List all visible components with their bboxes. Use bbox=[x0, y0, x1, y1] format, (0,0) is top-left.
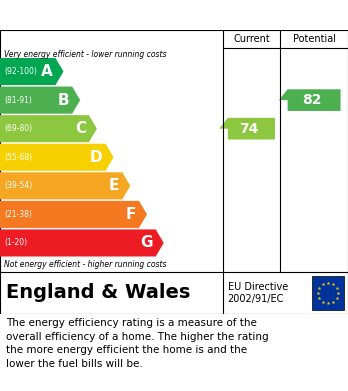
Text: Very energy efficient - lower running costs: Very energy efficient - lower running co… bbox=[4, 50, 166, 59]
Text: England & Wales: England & Wales bbox=[6, 283, 190, 303]
Text: G: G bbox=[140, 235, 153, 251]
Bar bbox=[312, 276, 344, 310]
Text: A: A bbox=[41, 64, 53, 79]
Text: Potential: Potential bbox=[293, 34, 335, 44]
Text: The energy efficiency rating is a measure of the
overall efficiency of a home. T: The energy efficiency rating is a measur… bbox=[6, 318, 269, 369]
Polygon shape bbox=[0, 201, 147, 228]
Polygon shape bbox=[219, 118, 275, 140]
Text: Not energy efficient - higher running costs: Not energy efficient - higher running co… bbox=[4, 260, 166, 269]
Text: (39-54): (39-54) bbox=[4, 181, 32, 190]
Text: C: C bbox=[75, 121, 86, 136]
Text: E: E bbox=[109, 178, 119, 193]
Polygon shape bbox=[0, 86, 80, 114]
Text: (55-68): (55-68) bbox=[4, 153, 32, 162]
Text: (21-38): (21-38) bbox=[4, 210, 32, 219]
Polygon shape bbox=[0, 172, 130, 199]
Polygon shape bbox=[0, 144, 113, 171]
Text: B: B bbox=[57, 93, 69, 108]
Text: EU Directive: EU Directive bbox=[228, 282, 288, 292]
Polygon shape bbox=[0, 230, 164, 256]
Text: Energy Efficiency Rating: Energy Efficiency Rating bbox=[10, 7, 231, 23]
Text: D: D bbox=[90, 150, 103, 165]
Polygon shape bbox=[0, 115, 97, 142]
Text: Current: Current bbox=[233, 34, 270, 44]
Polygon shape bbox=[0, 58, 63, 85]
Text: 82: 82 bbox=[302, 93, 322, 107]
Text: (92-100): (92-100) bbox=[4, 67, 37, 76]
Polygon shape bbox=[279, 89, 341, 111]
Text: 2002/91/EC: 2002/91/EC bbox=[228, 294, 284, 304]
Text: (81-91): (81-91) bbox=[4, 96, 32, 105]
Text: F: F bbox=[126, 207, 136, 222]
Text: (69-80): (69-80) bbox=[4, 124, 32, 133]
Text: (1-20): (1-20) bbox=[4, 239, 27, 248]
Text: 74: 74 bbox=[239, 122, 259, 136]
